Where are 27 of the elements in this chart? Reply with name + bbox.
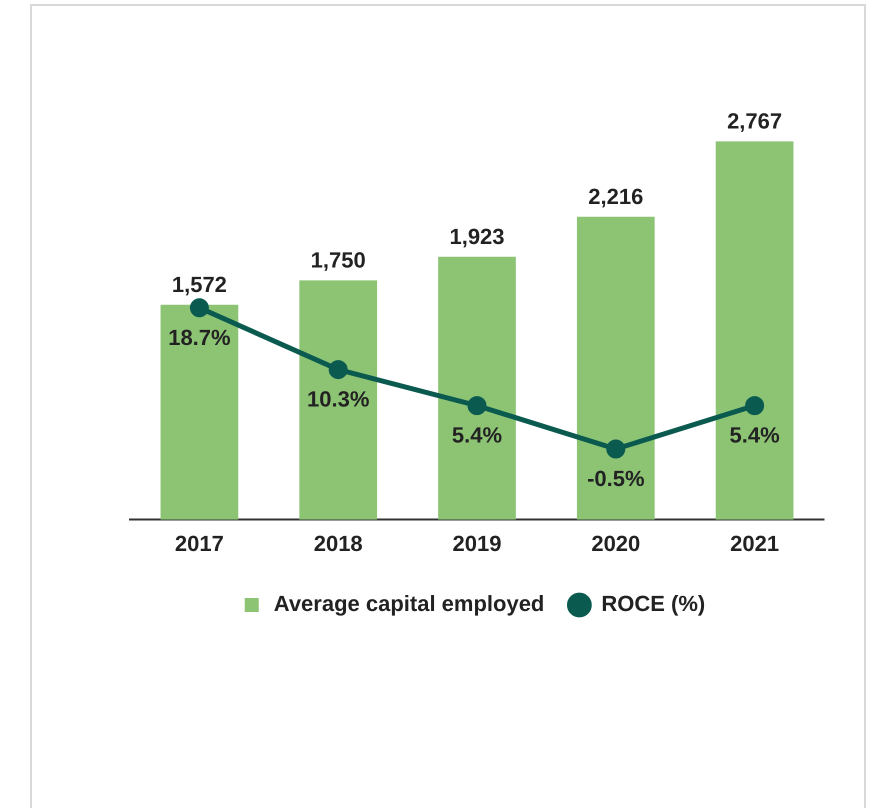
bar	[299, 280, 378, 520]
point	[745, 396, 764, 416]
data-label: 10.3%	[307, 386, 370, 412]
legend-label: ROCE (%)	[601, 591, 706, 616]
x-tick-label: 2019	[452, 530, 502, 556]
point	[468, 396, 486, 416]
bar	[576, 216, 655, 520]
point	[190, 298, 209, 318]
x-tick-label: 2018	[314, 530, 363, 556]
data-label: -0.5%	[587, 466, 645, 492]
point	[328, 360, 348, 380]
bar	[716, 141, 794, 520]
bar	[160, 304, 238, 520]
data-label: 2,767	[727, 108, 782, 134]
data-label: 1,750	[310, 247, 366, 272]
data-label: 18.7%	[168, 324, 231, 350]
data-label: 2,216	[588, 184, 644, 209]
x-tick-label: 2017	[174, 530, 224, 556]
x-tick-label: 2020	[591, 530, 640, 556]
x-tick-label: 2021	[730, 530, 780, 556]
data-label: 1,572	[172, 272, 227, 297]
data-label: 1,923	[449, 224, 505, 249]
data-label: 5.4%	[730, 422, 780, 448]
point	[606, 440, 626, 458]
data-label: 5.4%	[452, 422, 502, 448]
legend-label: Average capital employed	[274, 591, 544, 616]
bar	[438, 256, 516, 520]
